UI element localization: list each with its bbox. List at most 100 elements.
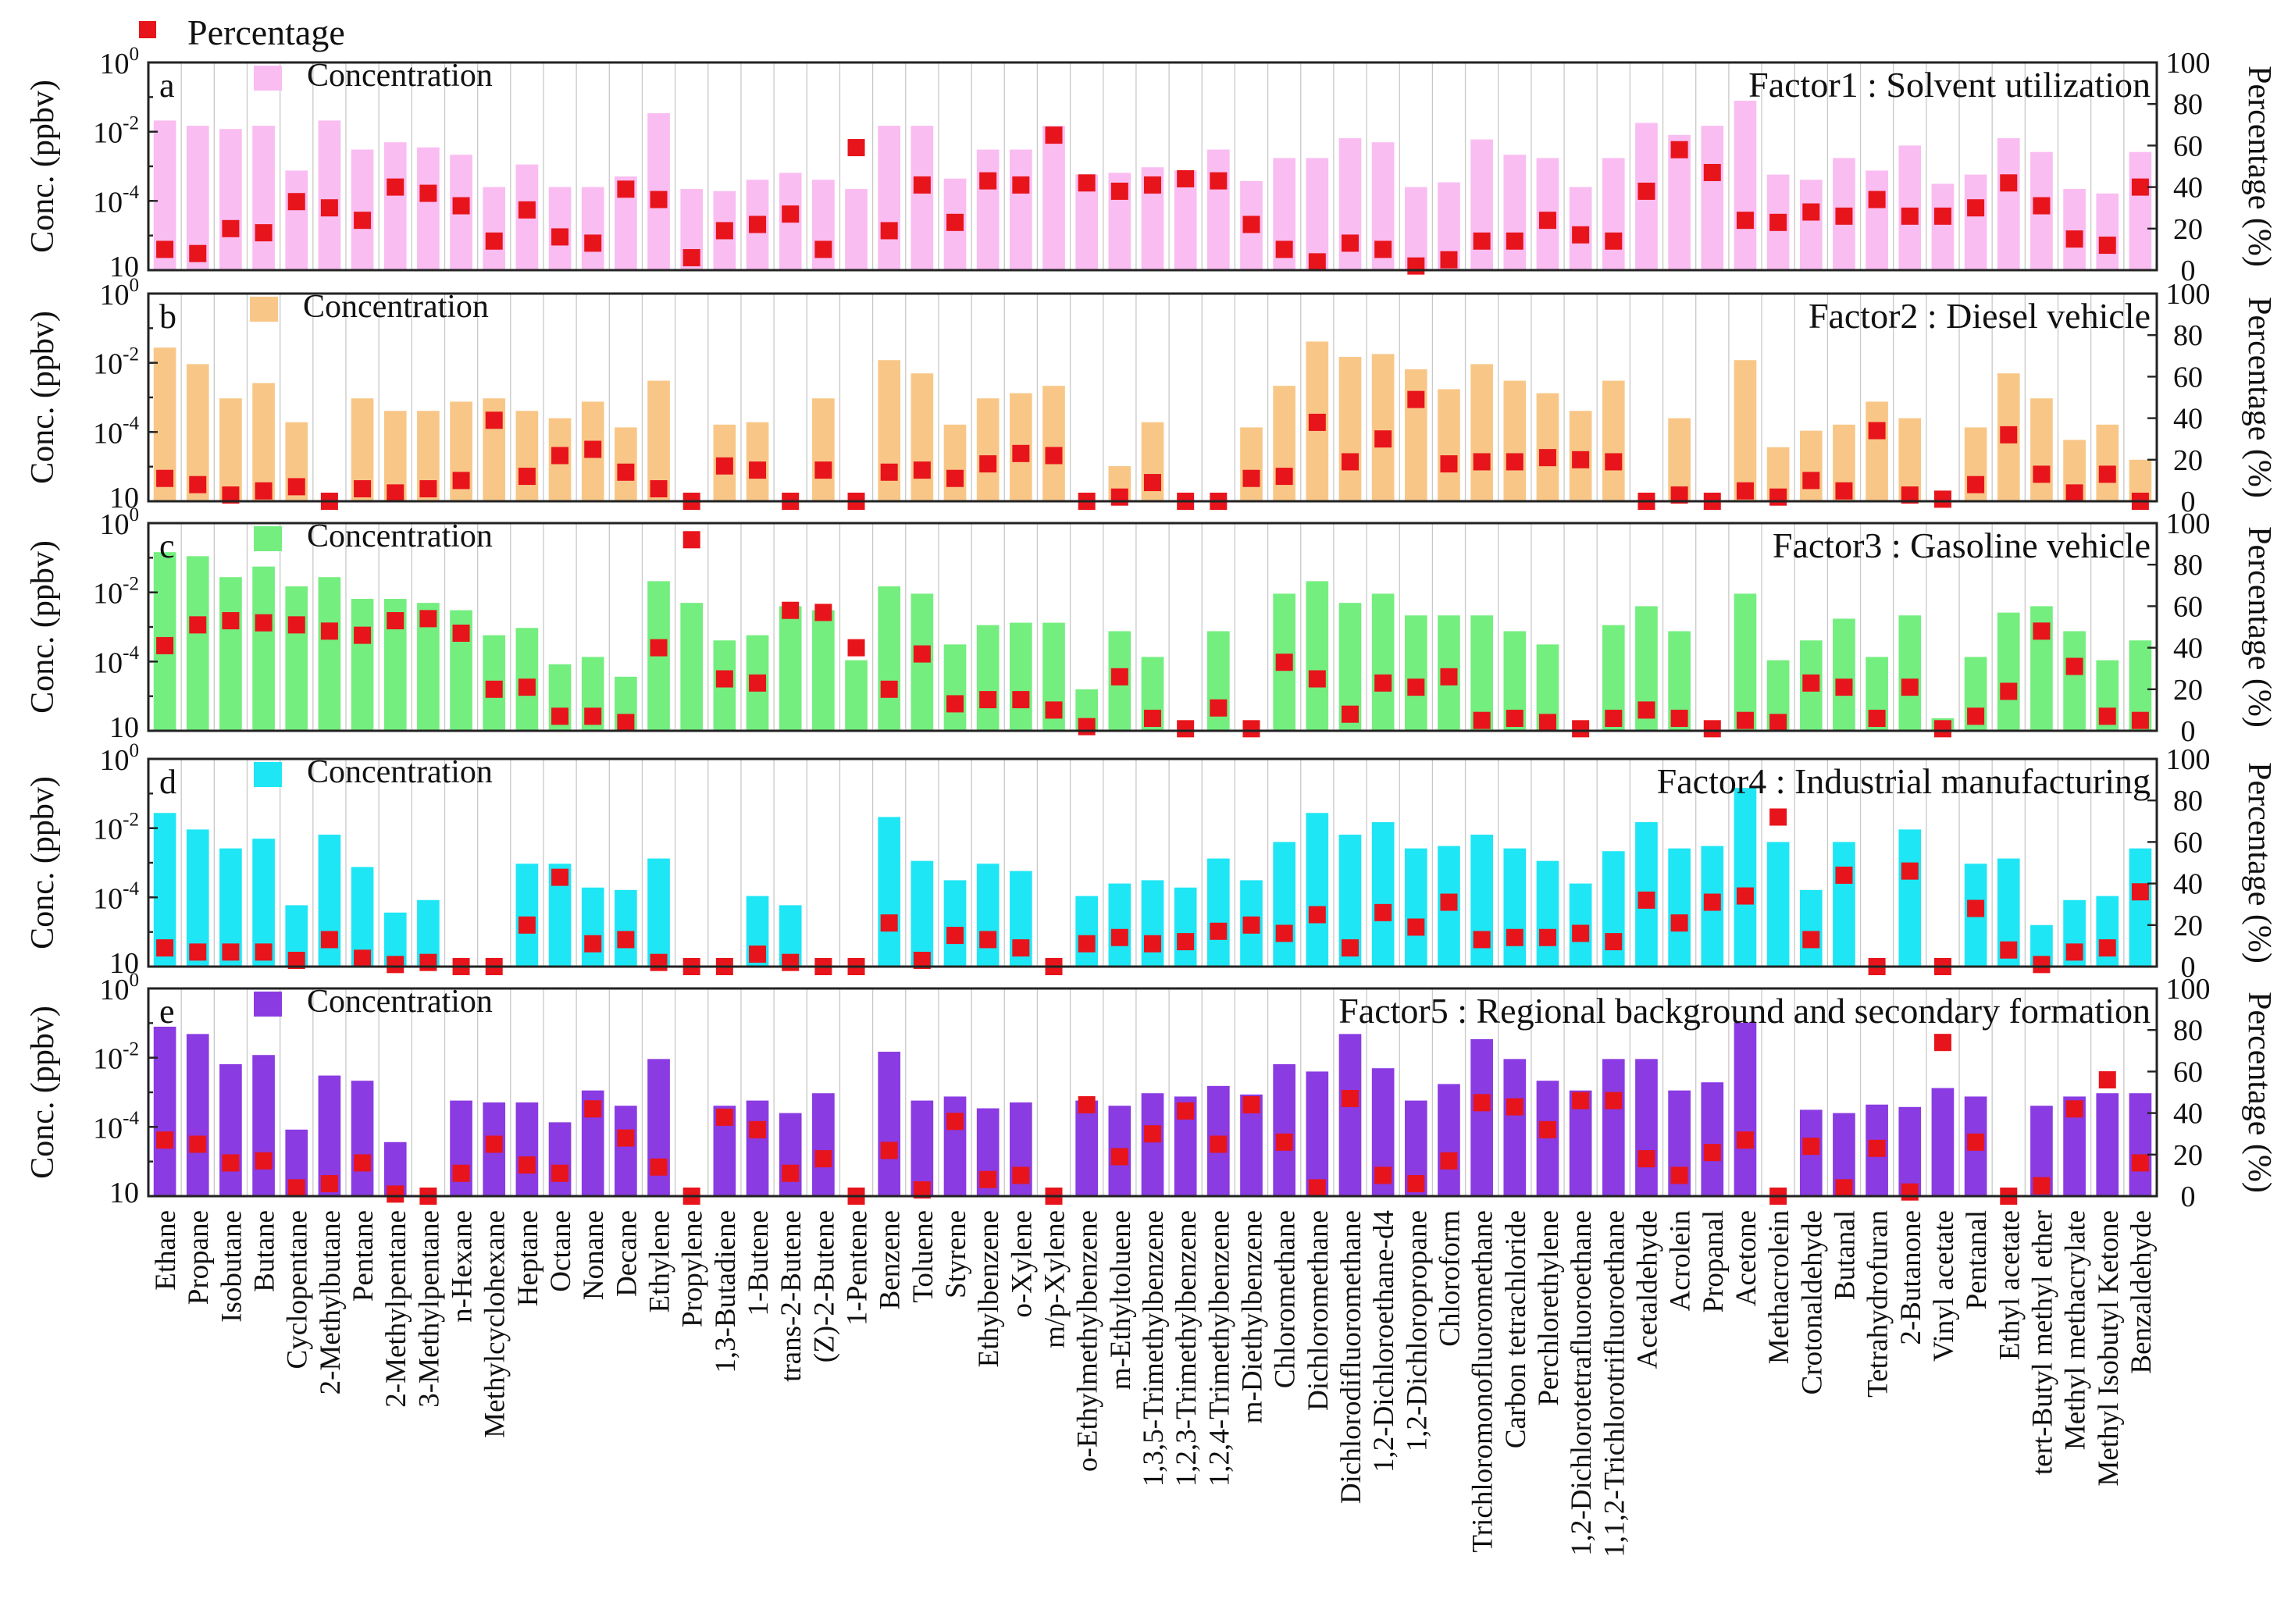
percentage-marker [1012, 176, 1030, 194]
left-tick-label: 10-4 [93, 182, 139, 219]
concentration-bar [1371, 593, 1395, 731]
percentage-marker [1769, 714, 1787, 732]
percentage-marker [1835, 482, 1853, 500]
percentage-marker [1967, 1133, 1985, 1151]
percentage-marker [2033, 197, 2051, 215]
percentage-marker [1670, 1166, 1688, 1184]
percentage-marker [518, 1156, 536, 1174]
left-axis-label: Conc. (ppbv) [25, 1006, 61, 1179]
concentration-bar [1997, 138, 2020, 270]
percentage-marker [255, 1152, 273, 1170]
right-tick-label: 100 [2166, 743, 2211, 776]
left-tick-label: 10 [109, 251, 139, 283]
x-tick-label: Isobutane [216, 1210, 248, 1323]
percentage-marker [1506, 928, 1523, 946]
concentration-bar [1701, 1082, 1724, 1196]
percentage-marker [1045, 701, 1063, 719]
percentage-marker [1638, 891, 1655, 909]
percentage-marker [518, 916, 536, 934]
percentage-marker [1933, 1034, 1951, 1052]
x-tick-label: 1-Pentene [842, 1210, 874, 1326]
percentage-marker [452, 624, 470, 642]
percentage-marker [287, 478, 305, 496]
percentage-marker [979, 931, 997, 949]
percentage-marker [1638, 701, 1655, 719]
percentage-marker [1177, 933, 1195, 951]
left-tick-label: 100 [99, 504, 139, 541]
percentage-marker [1572, 720, 1590, 738]
percentage-marker [2065, 657, 2083, 675]
x-tick-label: Ethylbenzene [973, 1210, 1005, 1367]
percentage-marker [1802, 931, 1820, 949]
right-tick-label: 20 [2173, 444, 2203, 477]
percentage-marker [2000, 426, 2018, 443]
percentage-marker [222, 1154, 240, 1172]
concentration-bar [615, 1106, 637, 1196]
percentage-marker [1572, 226, 1590, 244]
x-tick-label: Propanal [1698, 1210, 1730, 1313]
percentage-marker [880, 914, 898, 932]
percentage-marker [1473, 232, 1491, 250]
concentration-bar [1206, 858, 1230, 967]
left-tick-label: 100 [99, 275, 139, 312]
right-tick-label: 0 [2181, 951, 2196, 984]
concentration-bar [285, 586, 308, 731]
percentage-marker [1440, 668, 1458, 686]
percentage-marker [2098, 465, 2116, 483]
concentration-bar [581, 887, 604, 967]
percentage-marker [1901, 1183, 1919, 1201]
concentration-bar [1602, 158, 1625, 270]
percentage-marker [2065, 1100, 2083, 1118]
percentage-marker [682, 531, 700, 549]
percentage-marker [979, 172, 997, 190]
percentage-marker [1308, 670, 1326, 688]
percentage-marker [1341, 1089, 1359, 1107]
percentage-marker [1440, 251, 1458, 269]
left-tick-label: 10 [109, 1177, 139, 1209]
left-axis-label: Conc. (ppbv) [25, 540, 61, 714]
right-tick-label: 60 [2173, 826, 2203, 859]
x-tick-label: Dichloromethane [1303, 1210, 1335, 1411]
percentage-marker [1670, 141, 1688, 158]
percentage-marker [650, 953, 668, 971]
concentration-bar [318, 120, 341, 270]
concentration-bar [252, 383, 275, 501]
concentration-bar [647, 858, 670, 967]
concentration-bar [1536, 860, 1559, 967]
panel-letter: d [159, 763, 176, 801]
concentration-bar [1898, 1106, 1922, 1196]
concentration-bar [1141, 880, 1164, 967]
percentage-marker [2098, 939, 2116, 957]
percentage-marker [255, 224, 273, 242]
right-tick-label: 0 [2181, 715, 2196, 748]
x-tick-label: m-Ethyltoluene [1105, 1210, 1137, 1390]
concentration-bar [1404, 848, 1427, 967]
percentage-marker [1538, 928, 1556, 946]
percentage-marker [1407, 257, 1425, 275]
percentage-marker [913, 461, 931, 479]
x-tick-label: 2-Butanone [1895, 1210, 1927, 1345]
percentage-marker [979, 691, 997, 709]
percentage-marker [1605, 232, 1623, 250]
concentration-bar [1766, 842, 1790, 967]
x-tick-label: Crotonaldehyde [1796, 1210, 1828, 1394]
x-tick-label: 1,2,4-Trimethylbenzene [1203, 1210, 1235, 1487]
factor-title: Factor5 : Regional background and second… [1338, 991, 2151, 1031]
percentage-marker [320, 931, 338, 949]
left-tick-label: 10-2 [93, 1039, 139, 1076]
panel-b: 100 10-2 10-4 10 100 80 60 40 20 0 b Concentration F… [25, 275, 2277, 518]
right-tick-label: 60 [2173, 361, 2203, 394]
percentage-marker [1341, 705, 1359, 723]
grid-lines [180, 988, 2125, 1196]
factor-title: Factor3 : Gasoline vehicle [1773, 525, 2151, 565]
percentage-marker [1177, 169, 1195, 187]
percentage-marker [2033, 1177, 2051, 1195]
right-axis-label: Percentage (%) [2241, 526, 2277, 728]
x-tick-label: Acetone [1730, 1210, 1762, 1306]
concentration-bar [581, 187, 604, 270]
right-tick-label: 100 [2166, 508, 2211, 540]
x-tick-label: Butane [249, 1210, 281, 1292]
percentage-marker [814, 1150, 832, 1168]
x-tick-label: Pentanal [1961, 1210, 1993, 1309]
right-axis-label: Percentage (%) [2241, 762, 2277, 963]
